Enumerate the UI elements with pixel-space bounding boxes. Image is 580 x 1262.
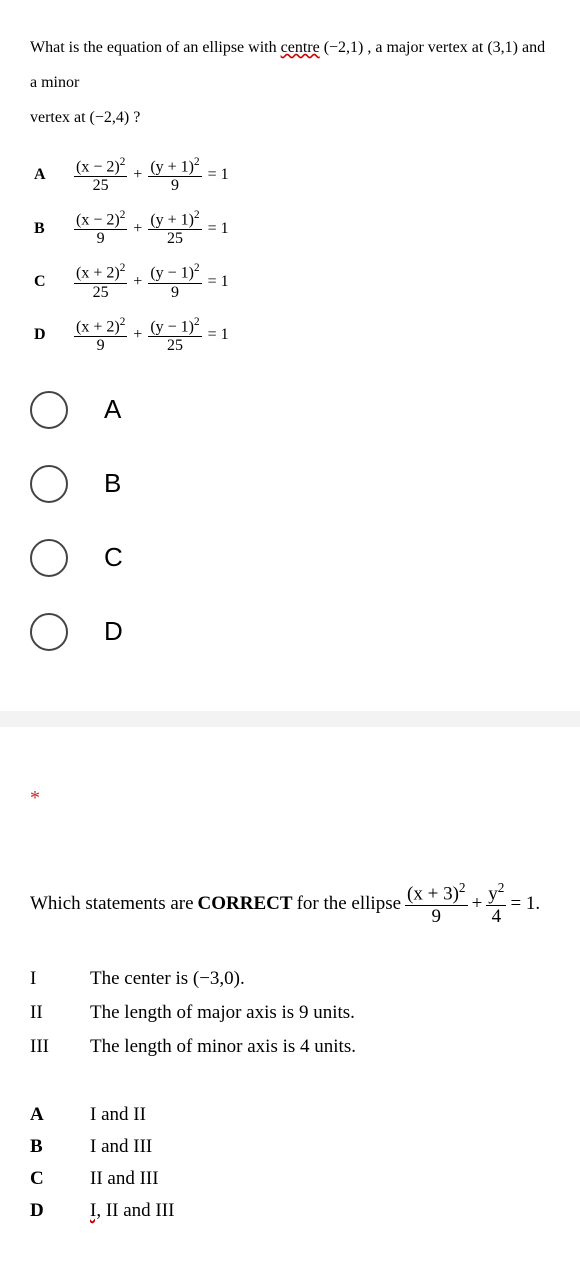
radio-circle[interactable]	[30, 539, 68, 577]
option-text: I, II and III	[90, 1200, 174, 1222]
statement-text: The length of major axis is 9 units.	[90, 1002, 355, 1024]
equation: (x + 2)29+(y − 1)225= 1	[74, 316, 233, 355]
plus: +	[472, 893, 483, 915]
q2-text: Which statements are CORRECT for the ell…	[30, 880, 550, 928]
sq: 2	[459, 880, 466, 895]
statement-label: III	[30, 1036, 90, 1058]
answer-label: A	[30, 166, 74, 184]
radio-option-d[interactable]: D	[30, 613, 550, 651]
q2-frac1-den: 9	[405, 906, 468, 928]
centre-word: centre	[281, 39, 320, 56]
option-label: D	[30, 1200, 90, 1222]
answer-row-a: A(x − 2)225+(y + 1)29= 1	[30, 156, 550, 195]
radio-option-b[interactable]: B	[30, 465, 550, 503]
option-label: B	[30, 1136, 90, 1158]
statement-text: The length of minor axis is 4 units.	[90, 1036, 356, 1058]
q2-prefix: Which statements are	[30, 893, 194, 915]
answer-row-c: C(x + 2)225+(y − 1)29= 1	[30, 262, 550, 301]
radio-option-c[interactable]: C	[30, 539, 550, 577]
q1-part3: vertex at (−2,4) ?	[30, 109, 140, 126]
answer-label: B	[30, 220, 74, 238]
option-text: I and II	[90, 1104, 146, 1126]
radio-circle[interactable]	[30, 613, 68, 651]
q2-frac2-num: y	[488, 883, 498, 904]
required-star: *	[30, 787, 550, 810]
statement-i: IThe center is (−3,0).	[30, 968, 550, 990]
radio-label: B	[104, 468, 121, 499]
option-c: CII and III	[30, 1168, 550, 1190]
option-label: A	[30, 1104, 90, 1126]
answer-label: D	[30, 326, 74, 344]
q1-text: What is the equation of an ellipse with …	[30, 30, 550, 136]
option-label: C	[30, 1168, 90, 1190]
statement-ii: IIThe length of major axis is 9 units.	[30, 1002, 550, 1024]
answer-row-d: D(x + 2)29+(y − 1)225= 1	[30, 316, 550, 355]
statement-text: The center is (−3,0).	[90, 968, 245, 990]
q2-frac2-den: 4	[486, 906, 506, 928]
radio-circle[interactable]	[30, 465, 68, 503]
section-divider	[0, 711, 580, 727]
radio-option-a[interactable]: A	[30, 391, 550, 429]
q2-tail: = 1.	[510, 893, 540, 915]
equation: (x − 2)225+(y + 1)29= 1	[74, 156, 233, 195]
radio-label: D	[104, 616, 123, 647]
statement-label: I	[30, 968, 90, 990]
radio-label: A	[104, 394, 121, 425]
radio-circle[interactable]	[30, 391, 68, 429]
sq: 2	[498, 880, 505, 895]
equation: (x + 2)225+(y − 1)29= 1	[74, 262, 233, 301]
q2-bold: CORRECT	[198, 893, 293, 915]
q1-part1: What is the equation of an ellipse with	[30, 39, 281, 56]
equation: (x − 2)29+(y + 1)225= 1	[74, 209, 233, 248]
option-a: AI and II	[30, 1104, 550, 1126]
radio-label: C	[104, 542, 123, 573]
option-d: DI, II and III	[30, 1200, 550, 1222]
statement-label: II	[30, 1002, 90, 1024]
option-b: BI and III	[30, 1136, 550, 1158]
option-text: II and III	[90, 1168, 159, 1190]
answer-label: C	[30, 273, 74, 291]
option-text: I and III	[90, 1136, 152, 1158]
answer-row-b: B(x − 2)29+(y + 1)225= 1	[30, 209, 550, 248]
q2-frac2: y2 4	[486, 880, 506, 928]
q2-mid: for the ellipse	[297, 893, 401, 915]
q2-frac1: (x + 3)2 9	[405, 880, 468, 928]
q2-frac1-num: (x + 3)	[407, 883, 459, 904]
statement-iii: IIIThe length of minor axis is 4 units.	[30, 1036, 550, 1058]
